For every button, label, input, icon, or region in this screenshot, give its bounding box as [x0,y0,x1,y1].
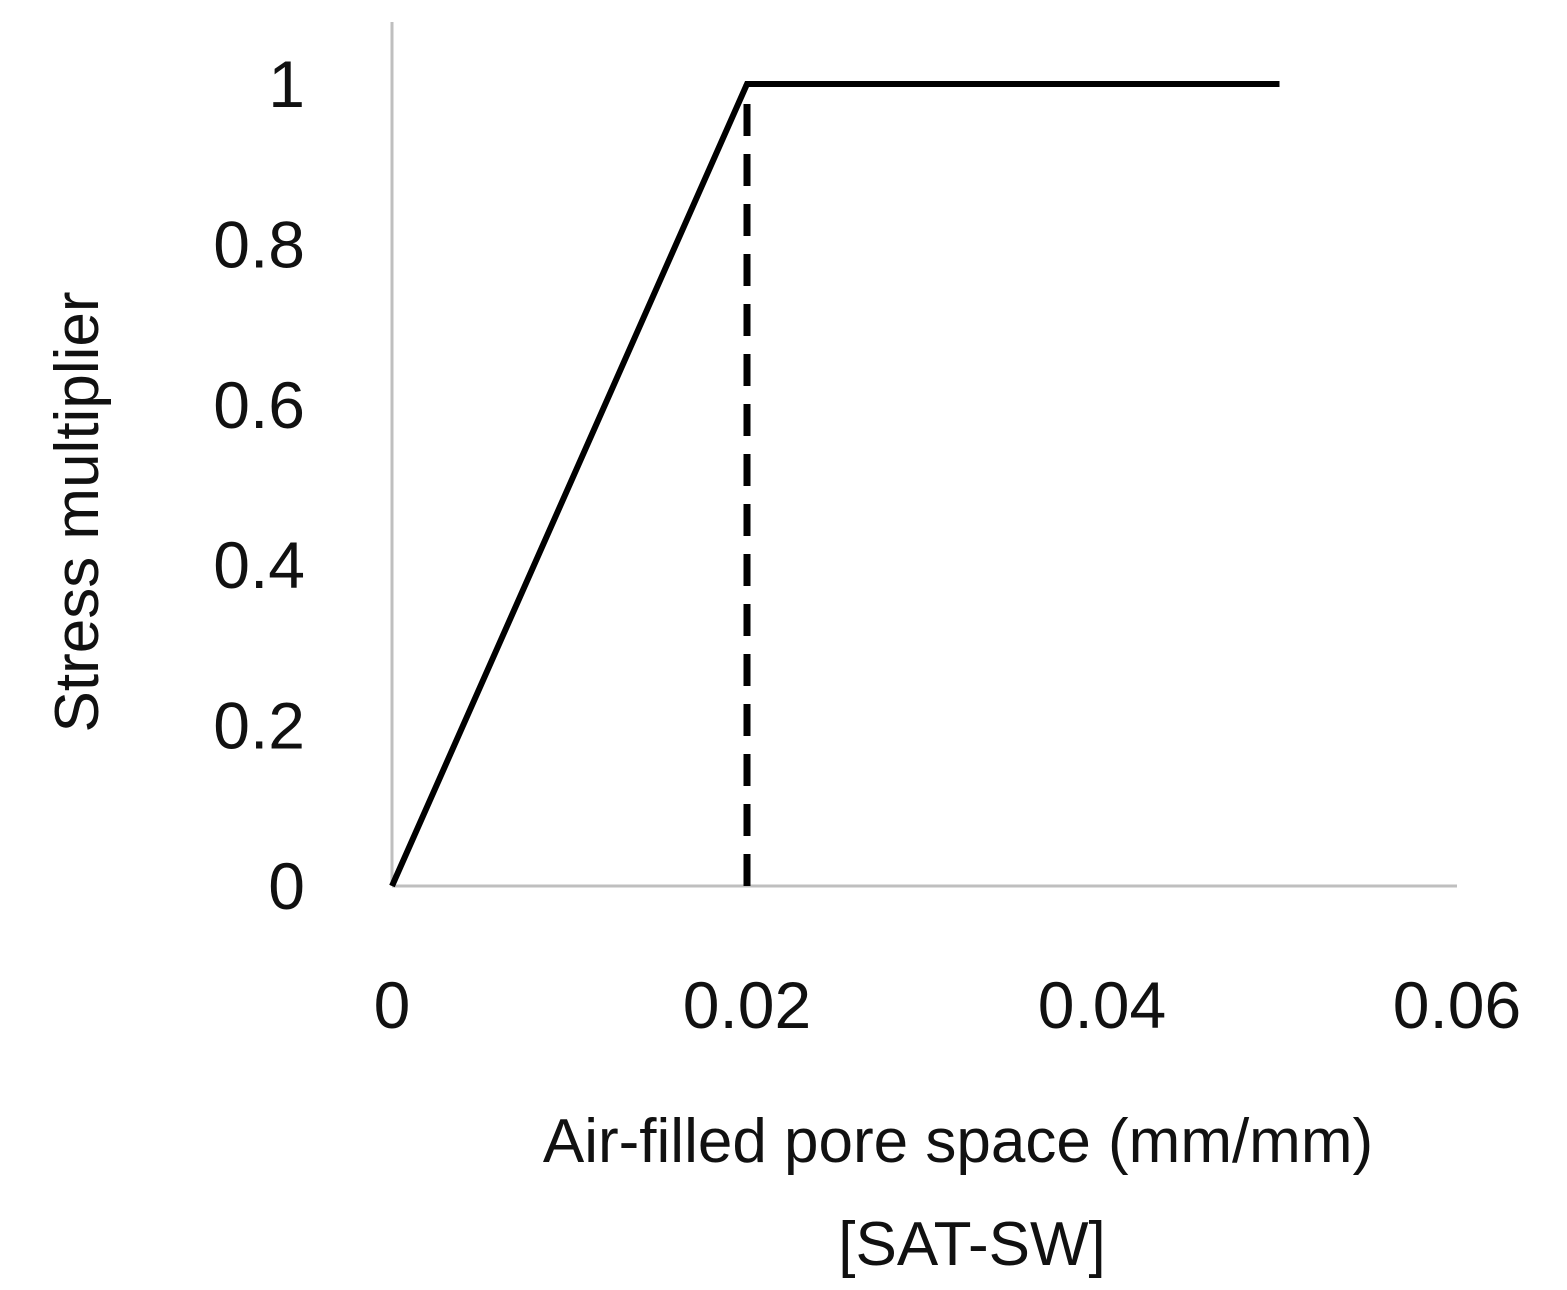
x-axis-title: Air-filled pore space (mm/mm) [543,1107,1373,1176]
x-tick-label: 0.02 [683,968,811,1042]
y-tick-label: 0.6 [213,368,305,442]
plot-area [389,81,1280,888]
y-tick-label: 0.2 [213,689,305,763]
x-tick-label: 0 [374,968,411,1042]
y-tick-label: 1 [268,47,305,121]
y-tick-label: 0.4 [213,528,305,602]
x-tick-label: 0.06 [1393,968,1521,1042]
y-axis-title: Stress multiplier [43,292,112,733]
x-axis-title-line2: [SAT-SW] [838,1210,1106,1279]
tick-labels: 0 0.02 0.04 0.06 0 0.2 0.4 0.6 0.8 1 [213,47,1521,1042]
x-tick-label: 0.04 [1038,968,1166,1042]
axes [390,22,1457,888]
stress-multiplier-line [389,81,1280,888]
y-tick-label: 0 [268,849,305,923]
y-tick-label: 0.8 [213,207,305,281]
